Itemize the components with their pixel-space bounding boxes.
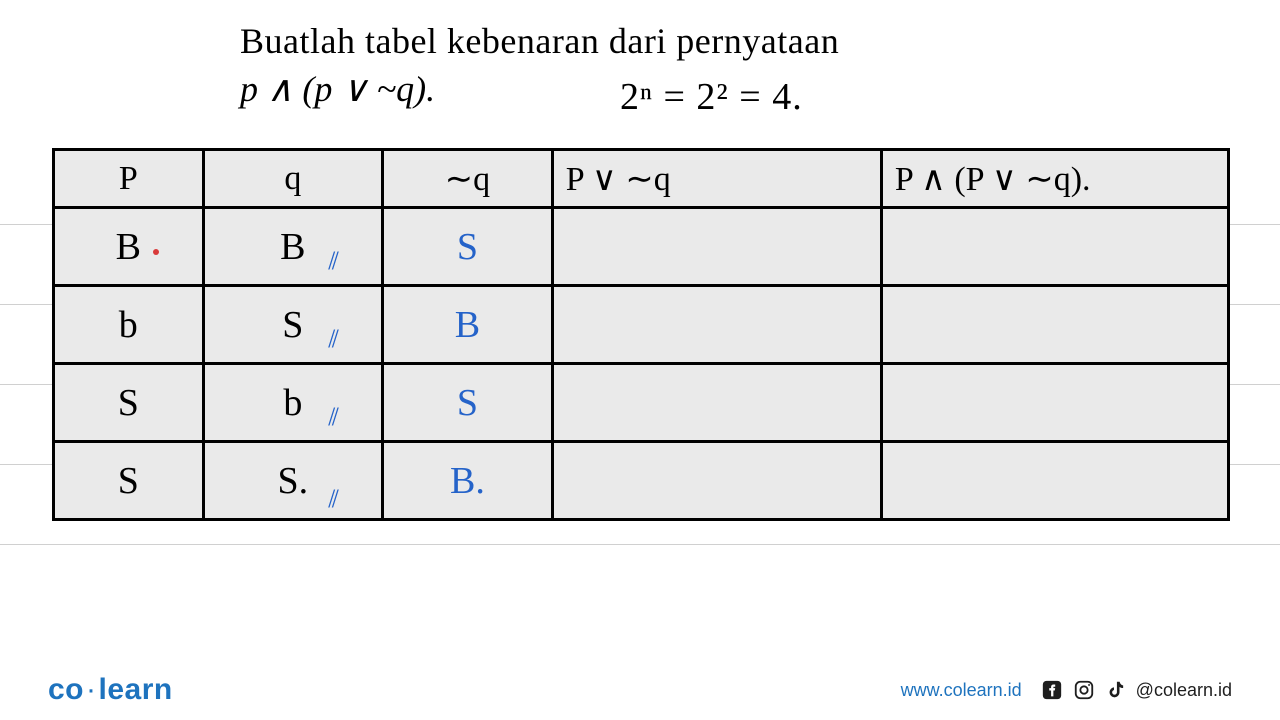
cell-final xyxy=(881,364,1228,442)
cell-p-or-not-q xyxy=(552,442,881,520)
website-url: www.colearn.id xyxy=(901,680,1022,701)
cell-p: S xyxy=(54,442,204,520)
table-body: B B ⫽ S b S ⫽ xyxy=(54,208,1229,520)
heading-line-1: Buatlah tabel kebenaran dari pernyataan xyxy=(240,20,1020,62)
logo-separator: · xyxy=(86,673,97,706)
page-root: Buatlah tabel kebenaran dari pernyataan … xyxy=(0,0,1280,720)
table-header-row: P q ∼q P ∨ ∼q P ∧ (P ∨ ∼q). xyxy=(54,150,1229,208)
cell-final xyxy=(881,208,1228,286)
table-row: S b ⫽ S xyxy=(54,364,1229,442)
table-row: S S. ⫽ B. xyxy=(54,442,1229,520)
truth-table-container: P q ∼q P ∨ ∼q P ∧ (P ∨ ∼q). B B ⫽ xyxy=(52,148,1230,521)
cell-p: b xyxy=(54,286,204,364)
cell-p-or-not-q xyxy=(552,286,881,364)
cell-q: S. ⫽ xyxy=(203,442,383,520)
social-handle: @colearn.id xyxy=(1136,680,1232,701)
brand-logo: co·learn xyxy=(48,673,173,707)
cell-p-or-not-q xyxy=(552,364,881,442)
cell-p: S xyxy=(54,364,204,442)
tally-mark: ⫽ xyxy=(328,327,339,354)
col-header-q: q xyxy=(203,150,383,208)
cell-not-q: S xyxy=(383,208,553,286)
col-header-p: P xyxy=(54,150,204,208)
cell-q: S ⫽ xyxy=(203,286,383,364)
col-header-p-or-not-q: P ∨ ∼q xyxy=(552,150,881,208)
cell-q: b ⫽ xyxy=(203,364,383,442)
footer-bar: co·learn www.colearn.id @colearn.id xyxy=(0,660,1280,720)
logo-right: learn xyxy=(99,673,173,706)
tiktok-icon xyxy=(1104,678,1128,702)
cell-not-q: B xyxy=(383,286,553,364)
cell-not-q: B. xyxy=(383,442,553,520)
logo-left: co xyxy=(48,673,84,706)
cell-final xyxy=(881,286,1228,364)
social-icons: @colearn.id xyxy=(1040,678,1232,702)
table-row: b S ⫽ B xyxy=(54,286,1229,364)
truth-table: P q ∼q P ∨ ∼q P ∧ (P ∨ ∼q). B B ⫽ xyxy=(52,148,1230,521)
footer-right-group: www.colearn.id @colearn.id xyxy=(901,678,1232,702)
cell-q: B ⫽ xyxy=(203,208,383,286)
tally-mark: ⫽ xyxy=(328,405,339,432)
instagram-icon xyxy=(1072,678,1096,702)
col-header-final: P ∧ (P ∨ ∼q). xyxy=(881,150,1228,208)
cell-p-or-not-q xyxy=(552,208,881,286)
tally-mark: ⫽ xyxy=(328,487,339,514)
cell-p: B xyxy=(54,208,204,286)
red-dot-mark xyxy=(153,249,159,255)
tally-mark: ⫽ xyxy=(328,249,339,276)
cell-final xyxy=(881,442,1228,520)
handwritten-note: 2ⁿ = 2² = 4. xyxy=(620,75,803,119)
col-header-not-q: ∼q xyxy=(383,150,553,208)
table-row: B B ⫽ S xyxy=(54,208,1229,286)
facebook-icon xyxy=(1040,678,1064,702)
cell-not-q: S xyxy=(383,364,553,442)
